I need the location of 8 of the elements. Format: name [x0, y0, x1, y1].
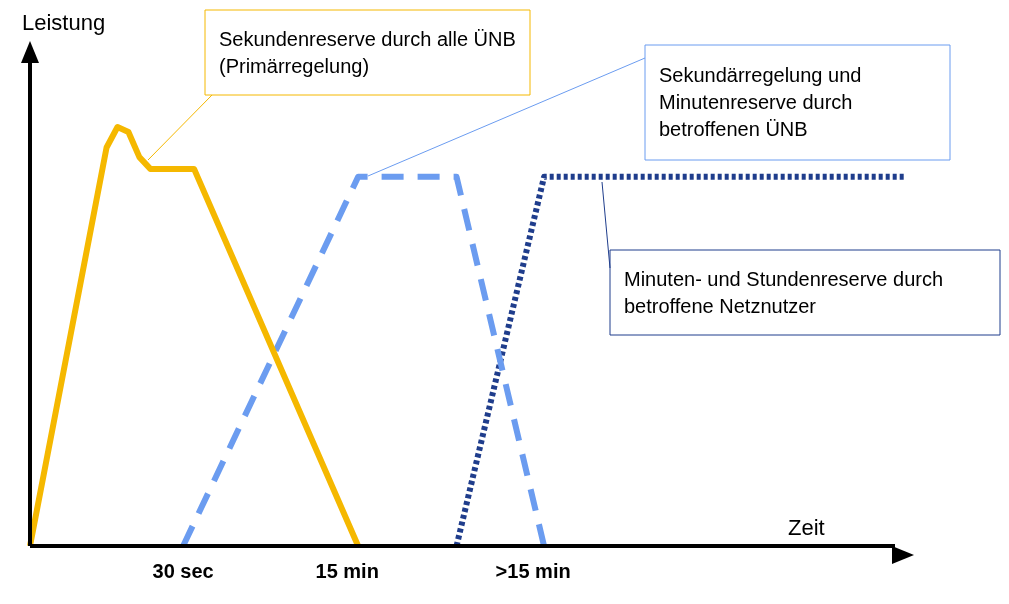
annotation: Sekundärregelung und Minutenreserve durch betroffenen ÜNB — [659, 64, 862, 140]
x-tick-label: 30 sec — [152, 559, 214, 582]
x-tick-label: 15 min — [315, 559, 379, 582]
annotation: Minuten- und Stundenreserve durch betroffene Netznutzer — [624, 267, 944, 317]
x-axis-title: Zeit — [788, 515, 825, 540]
y-axis-title: Leistung — [22, 10, 106, 35]
x-tick-label: >15 min — [495, 559, 571, 582]
text: Sekundenreserve durch alle ÜNB (Primärregelung) — [219, 27, 516, 77]
